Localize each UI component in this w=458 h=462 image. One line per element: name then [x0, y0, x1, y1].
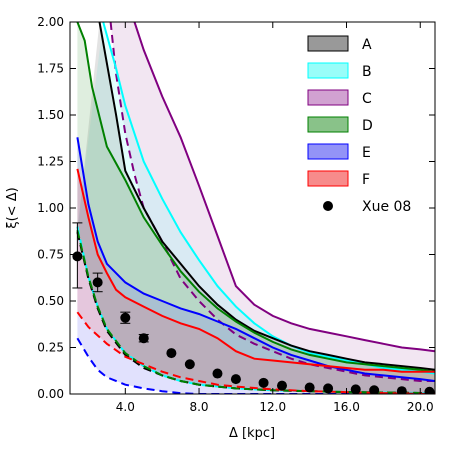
legend-label-d: D	[362, 118, 373, 134]
legend-label-xue08: Xue 08	[362, 199, 411, 215]
x-axis-label: Δ [kpc]	[229, 426, 275, 441]
xue08-point	[166, 348, 177, 359]
band-b-fill	[77, 22, 435, 394]
x-tick-label: 4.0	[116, 400, 135, 414]
band-c-upper-line	[133, 22, 435, 353]
xue08-point	[304, 382, 315, 393]
xue08-point	[230, 374, 241, 385]
y-tick-label: 0.75	[37, 248, 64, 262]
band-f-fill	[77, 168, 435, 394]
xue08-points-layer	[72, 222, 435, 394]
xue08-point	[212, 368, 223, 379]
xue08-point	[184, 359, 195, 370]
legend-label-b: B	[362, 64, 372, 80]
y-tick-label: 1.50	[37, 108, 64, 122]
xue08-point	[369, 385, 380, 394]
legend-label-f: F	[362, 172, 370, 188]
y-tick-label: 0.00	[37, 387, 64, 401]
legend-swatch-b	[307, 62, 349, 79]
band-d-fill	[77, 22, 435, 394]
band-f-upper-line	[76, 168, 435, 373]
band-a-fill	[77, 22, 435, 394]
legend-swatch-d	[307, 116, 349, 133]
band-e-fill	[77, 137, 435, 394]
legend-swatch-a	[307, 35, 349, 52]
band-d-upper-line	[76, 22, 435, 373]
x-tick-label: 12.0	[259, 400, 286, 414]
legend-label-a: A	[362, 37, 372, 53]
legend-label-e: E	[362, 145, 371, 161]
xue08-point	[138, 333, 149, 344]
xue08-point	[92, 277, 103, 288]
xue08-point	[350, 384, 361, 394]
legend-swatch-c	[307, 89, 349, 106]
legend-swatch-f	[307, 170, 349, 187]
y-tick-label: 1.75	[37, 62, 64, 76]
band-f-lower-line	[76, 311, 435, 394]
xue08-point	[120, 312, 131, 323]
xue08-point	[276, 380, 287, 391]
bands-layer	[76, 22, 435, 394]
xue08-point	[258, 377, 269, 388]
y-tick-label: 2.00	[37, 15, 64, 29]
y-tick-label: 1.25	[37, 155, 64, 169]
xue08-point	[396, 386, 407, 394]
y-tick-label: 1.00	[37, 201, 64, 215]
band-b-upper-line	[102, 22, 435, 375]
legend-swatch-e	[307, 143, 349, 160]
y-tick-label: 0.50	[37, 294, 64, 308]
legend-marker-xue08	[323, 201, 333, 211]
band-c-lower-line	[109, 22, 435, 382]
band-a-upper-line	[98, 22, 435, 371]
xue08-point	[323, 383, 334, 394]
xue08-point	[72, 251, 83, 262]
x-tick-label: 20.0	[407, 400, 434, 414]
y-axis-label: ξ(< Δ)	[5, 187, 20, 228]
band-e-upper-line	[76, 137, 435, 382]
y-tick-label: 0.25	[37, 341, 64, 355]
x-tick-label: 8.0	[189, 400, 208, 414]
xue08-point	[424, 386, 435, 394]
band-c-fill	[110, 22, 435, 381]
x-tick-label: 16.0	[333, 400, 360, 414]
legend-label-c: C	[362, 91, 372, 107]
axis-ticks-layer: 4.0 8.0 12.0 16.0 20.0 0.00 0.25 0.50 0.75 1.00 1.…	[37, 15, 435, 414]
